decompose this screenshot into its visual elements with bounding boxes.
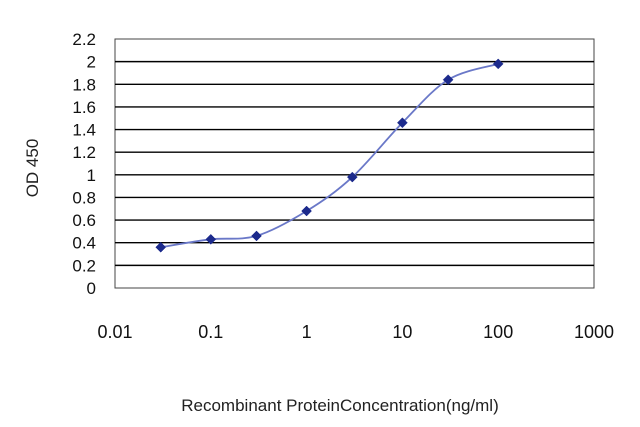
x-axis-title: Recombinant ProteinConcentration(ng/ml) [181,396,499,415]
data-series [155,58,504,253]
y-tick-label: 2.2 [72,30,96,49]
data-point [205,233,217,245]
y-tick-label: 0.6 [72,211,96,230]
plot-border [114,38,595,289]
y-tick-label: 0.2 [72,256,96,275]
plot-area [114,38,595,289]
y-tick-label: 1.6 [72,98,96,117]
data-point [251,230,262,242]
data-point [492,58,504,70]
data-point [155,241,167,253]
x-tick-label: 10 [392,322,412,342]
y-tick-label: 0.8 [72,188,96,207]
x-axis-ticks: 0.01 0.1 1 10 100 1000 [97,322,614,342]
y-tick-label: 2 [87,53,96,72]
data-point [346,171,358,183]
x-tick-label: 1 [302,322,312,342]
y-tick-label: 0 [87,279,96,298]
data-point [301,205,312,217]
x-tick-label: 1000 [574,322,614,342]
y-axis-title: OD 450 [23,139,42,198]
x-tick-label: 0.1 [198,322,223,342]
x-tick-label: 100 [483,322,513,342]
data-point [442,74,454,86]
data-point [397,117,408,129]
y-tick-label: 0.4 [72,234,96,253]
y-tick-label: 1 [87,166,96,185]
y-tick-label: 1.8 [72,75,96,94]
x-tick-label: 0.01 [97,322,132,342]
y-tick-label: 1.2 [72,143,96,162]
y-axis-ticks: 0 0.2 0.4 0.6 0.8 1 1.2 1.4 1.6 1.8 2 2.2 [72,30,96,298]
y-tick-label: 1.4 [72,121,96,140]
